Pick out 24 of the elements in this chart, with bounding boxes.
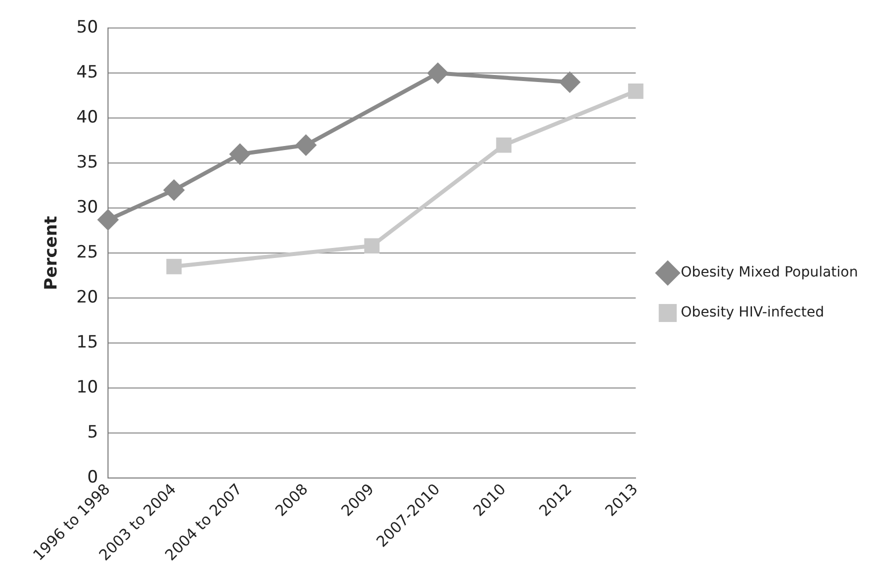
- y-tick-label: 40: [76, 108, 98, 128]
- legend-label: Obesity HIV-infected: [680, 304, 824, 321]
- point: [364, 238, 380, 254]
- y-tick-label: 5: [87, 422, 98, 442]
- point: [230, 144, 250, 164]
- y-tick-label: 50: [76, 18, 98, 38]
- y-tick-label: 20: [76, 287, 98, 308]
- point: [98, 210, 118, 230]
- point: [428, 63, 448, 84]
- legend-label: Obesity Mixed Population: [680, 264, 858, 281]
- y-axis-title: Percent: [42, 216, 62, 290]
- y-tick-label: 35: [76, 152, 98, 173]
- point: [164, 180, 184, 200]
- y-tick-label: 25: [76, 242, 98, 262]
- point: [496, 137, 512, 153]
- point: [560, 72, 580, 92]
- y-tick-label: 0: [87, 467, 98, 488]
- point: [296, 135, 316, 156]
- y-tick-label: 10: [76, 377, 98, 398]
- y-tick-label: 15: [76, 332, 98, 352]
- y-tick-label: 30: [76, 198, 98, 218]
- point: [166, 258, 182, 274]
- y-tick-label: 45: [76, 62, 98, 83]
- point: [628, 84, 644, 99]
